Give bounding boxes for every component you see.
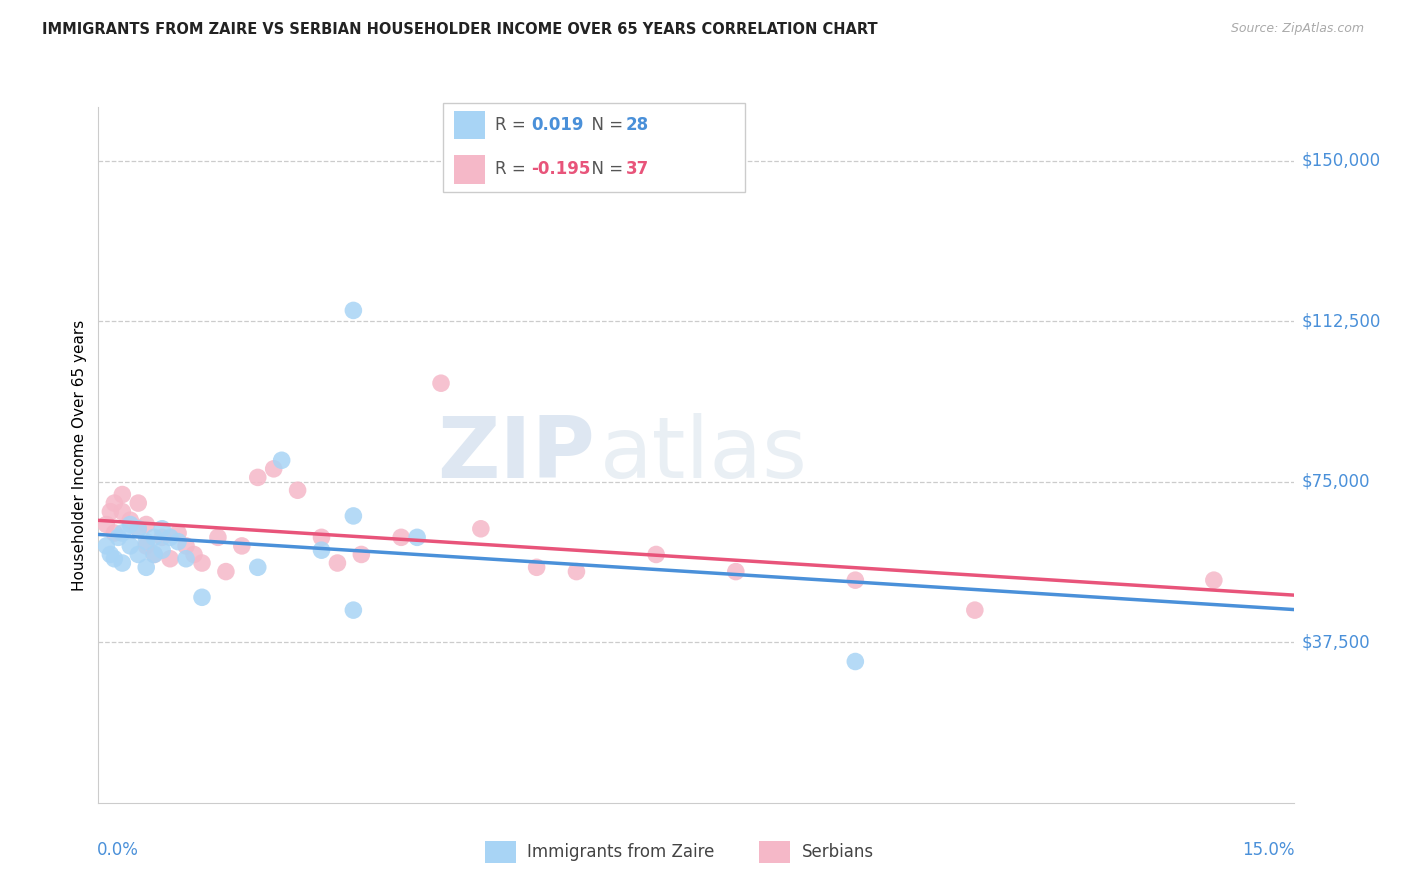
Text: $37,500: $37,500 — [1302, 633, 1371, 651]
Point — [342, 508, 364, 523]
Point — [342, 303, 364, 318]
Text: 37: 37 — [626, 161, 650, 178]
Point — [111, 526, 134, 541]
Point — [342, 603, 364, 617]
Text: 28: 28 — [626, 116, 648, 134]
Point — [207, 530, 229, 544]
Point — [311, 543, 333, 558]
Point — [127, 522, 149, 536]
Point — [191, 591, 214, 605]
Point — [724, 565, 747, 579]
Text: R =: R = — [495, 161, 531, 178]
Point — [143, 548, 166, 562]
Point — [191, 556, 214, 570]
Point — [645, 548, 668, 562]
Point — [389, 530, 412, 544]
Point — [270, 453, 292, 467]
Point — [143, 530, 166, 544]
Text: R =: R = — [495, 116, 531, 134]
Text: ZIP: ZIP — [437, 413, 595, 497]
Point — [150, 543, 173, 558]
Point — [1202, 573, 1225, 587]
Text: Immigrants from Zaire: Immigrants from Zaire — [527, 843, 714, 862]
Point — [120, 513, 142, 527]
Point — [215, 565, 238, 579]
Point — [127, 548, 149, 562]
Point — [844, 573, 866, 587]
Text: Serbians: Serbians — [801, 843, 873, 862]
Point — [174, 551, 197, 566]
Point — [246, 560, 269, 574]
Text: IMMIGRANTS FROM ZAIRE VS SERBIAN HOUSEHOLDER INCOME OVER 65 YEARS CORRELATION CH: IMMIGRANTS FROM ZAIRE VS SERBIAN HOUSEHO… — [42, 22, 877, 37]
Point — [96, 517, 118, 532]
Point — [120, 517, 142, 532]
Text: -0.195: -0.195 — [531, 161, 591, 178]
Point — [103, 496, 125, 510]
Text: N =: N = — [581, 116, 628, 134]
Point — [430, 376, 453, 391]
Point — [150, 530, 173, 544]
Point — [174, 539, 197, 553]
Point — [111, 487, 134, 501]
Point — [98, 505, 122, 519]
Point — [135, 539, 157, 553]
Point — [111, 556, 134, 570]
Point — [96, 539, 118, 553]
Y-axis label: Householder Income Over 65 years: Householder Income Over 65 years — [72, 319, 87, 591]
Point — [135, 517, 157, 532]
Point — [135, 560, 157, 574]
Point — [470, 522, 492, 536]
Point — [246, 470, 269, 484]
Point — [159, 551, 181, 566]
Text: Source: ZipAtlas.com: Source: ZipAtlas.com — [1230, 22, 1364, 36]
Text: $150,000: $150,000 — [1302, 152, 1381, 169]
Text: 15.0%: 15.0% — [1243, 841, 1295, 859]
Point — [98, 548, 122, 562]
Text: N =: N = — [581, 161, 628, 178]
Point — [127, 496, 149, 510]
Point — [844, 655, 866, 669]
Point — [231, 539, 253, 553]
Point — [565, 565, 588, 579]
Point — [167, 534, 190, 549]
Point — [326, 556, 349, 570]
Point — [311, 530, 333, 544]
Point — [963, 603, 986, 617]
Point — [107, 530, 129, 544]
Point — [350, 548, 373, 562]
Point — [103, 526, 125, 541]
Point — [135, 534, 157, 549]
Point — [143, 548, 166, 562]
Text: atlas: atlas — [600, 413, 808, 497]
Point — [406, 530, 429, 544]
Point — [287, 483, 309, 498]
Point — [263, 462, 285, 476]
Point — [127, 522, 149, 536]
Point — [103, 551, 125, 566]
Point — [120, 539, 142, 553]
Point — [150, 522, 173, 536]
Point — [183, 548, 205, 562]
Text: 0.019: 0.019 — [531, 116, 583, 134]
Point — [111, 505, 134, 519]
Point — [167, 526, 190, 541]
Text: $112,500: $112,500 — [1302, 312, 1381, 330]
Point — [526, 560, 548, 574]
Text: 0.0%: 0.0% — [97, 841, 139, 859]
Text: $75,000: $75,000 — [1302, 473, 1371, 491]
Point — [159, 530, 181, 544]
